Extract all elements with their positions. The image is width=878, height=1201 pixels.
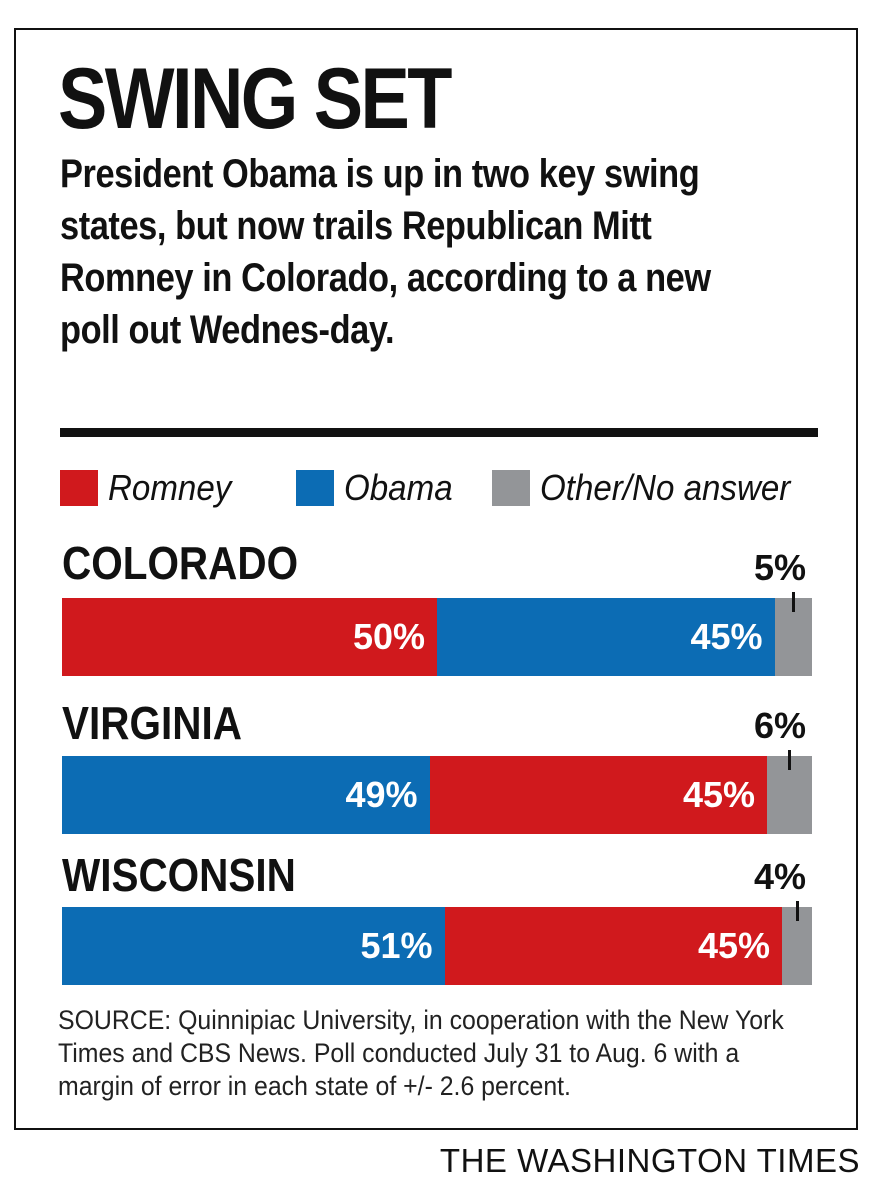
legend-item-romney: Romney [60, 466, 242, 510]
leader-tick-colorado [791, 592, 795, 612]
data-label-colorado-other: 5% [753, 547, 806, 588]
legend-swatch-romney [60, 470, 98, 506]
bar-row-wisconsin: 51% 45% [62, 907, 812, 985]
legend-item-other: Other/No answer [492, 466, 812, 510]
bar-row-virginia: 49% 45% [62, 756, 812, 834]
publisher-credit: THE WASHINGTON TIMES [439, 1142, 860, 1179]
graphic-frame [14, 28, 858, 1130]
data-label-colorado-romney: 50% [352, 616, 425, 657]
state-label-virginia: VIRGINIA [62, 697, 242, 749]
chart-title: SWING SET [58, 51, 452, 147]
bar-segment-wisconsin-romney [444, 907, 782, 985]
legend-label-romney: Romney [108, 467, 232, 508]
data-label-colorado-obama: 45% [690, 616, 763, 657]
legend-item-obama: Obama [296, 466, 462, 510]
bar-segment-virginia-romney [429, 756, 767, 834]
legend-label-other: Other/No answer [540, 467, 791, 508]
leader-tick-virginia [788, 750, 791, 770]
data-label-virginia-obama: 49% [345, 774, 418, 815]
legend: Romney Obama Other/No answer [60, 466, 820, 510]
bar-row-colorado: 50% 45% [62, 598, 812, 676]
bar-segment-colorado-obama [437, 598, 775, 676]
chart-subtitle: President Obama is up in two key swing s… [60, 152, 711, 352]
bar-segment-wisconsin-obama [62, 907, 445, 985]
legend-label-obama: Obama [344, 467, 453, 508]
data-label-virginia-other: 6% [753, 705, 806, 746]
bar-segment-virginia-obama [62, 756, 430, 834]
bar-segment-colorado-romney [62, 598, 437, 676]
state-label-colorado: COLORADO [62, 537, 299, 589]
state-label-wisconsin: WISCONSIN [62, 849, 296, 901]
data-label-wisconsin-romney: 45% [697, 925, 770, 966]
source-note: SOURCE: Quinnipiac University, in cooper… [58, 1005, 784, 1101]
data-label-wisconsin-obama: 51% [360, 925, 433, 966]
divider-rule [60, 428, 818, 437]
legend-swatch-other [492, 470, 530, 506]
legend-swatch-obama [296, 470, 334, 506]
data-label-wisconsin-other: 4% [753, 856, 806, 897]
leader-tick-wisconsin [795, 901, 799, 921]
data-label-virginia-romney: 45% [682, 774, 755, 815]
